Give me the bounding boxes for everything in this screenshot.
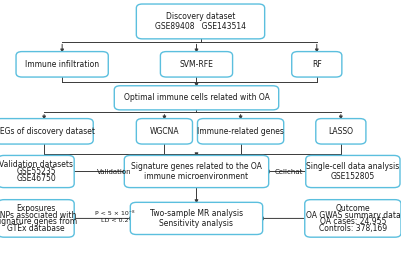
FancyBboxPatch shape [0, 155, 74, 188]
FancyBboxPatch shape [316, 118, 366, 144]
Text: GSE89408   GSE143514: GSE89408 GSE143514 [155, 22, 246, 31]
Text: GTEx database: GTEx database [7, 224, 65, 233]
FancyBboxPatch shape [124, 155, 269, 188]
Text: LASSO: LASSO [328, 127, 353, 136]
Text: GSE152805: GSE152805 [331, 172, 375, 181]
FancyBboxPatch shape [130, 202, 263, 234]
FancyBboxPatch shape [0, 118, 93, 144]
Text: Signature genes related to the OA: Signature genes related to the OA [131, 162, 262, 171]
Text: Controls: 378,169: Controls: 378,169 [319, 224, 387, 233]
Text: GSE55235: GSE55235 [16, 167, 56, 176]
Text: Two-sample MR analysis: Two-sample MR analysis [150, 209, 243, 218]
Text: Sensitivity analysis: Sensitivity analysis [160, 219, 233, 228]
FancyBboxPatch shape [0, 200, 74, 237]
FancyBboxPatch shape [136, 4, 265, 39]
FancyBboxPatch shape [197, 118, 284, 144]
FancyBboxPatch shape [114, 86, 279, 110]
Text: Validation: Validation [97, 169, 132, 174]
Text: RF: RF [312, 60, 322, 69]
FancyBboxPatch shape [305, 200, 401, 237]
Text: Exposures: Exposures [16, 204, 56, 213]
Text: WGCNA: WGCNA [150, 127, 179, 136]
Text: Outcome: Outcome [336, 204, 370, 213]
FancyBboxPatch shape [16, 51, 108, 77]
Text: signature genes from: signature genes from [0, 217, 77, 226]
Text: Validation datasets: Validation datasets [0, 160, 73, 169]
FancyBboxPatch shape [160, 51, 233, 77]
FancyBboxPatch shape [292, 51, 342, 77]
Text: OA GWAS summary data: OA GWAS summary data [306, 211, 400, 220]
Text: DEGs of discovery dataset: DEGs of discovery dataset [0, 127, 95, 136]
Text: immune microenvironment: immune microenvironment [144, 172, 249, 181]
Text: SVM-RFE: SVM-RFE [180, 60, 213, 69]
Text: P < 5 × 10⁻⁸
LD < 0.2: P < 5 × 10⁻⁸ LD < 0.2 [95, 211, 135, 223]
Text: Immune infiltration: Immune infiltration [25, 60, 99, 69]
Text: OA cases: 24,955: OA cases: 24,955 [320, 217, 386, 226]
Text: GSE46750: GSE46750 [16, 174, 56, 183]
Text: Single-cell data analysis: Single-cell data analysis [306, 162, 399, 171]
Text: Optimal immune cells related with OA: Optimal immune cells related with OA [124, 93, 269, 102]
FancyBboxPatch shape [136, 118, 192, 144]
Text: SNPs associated with: SNPs associated with [0, 211, 77, 220]
Text: Discovery dataset: Discovery dataset [166, 12, 235, 21]
Text: Cellchat: Cellchat [275, 169, 303, 174]
Text: Immune-related genes: Immune-related genes [197, 127, 284, 136]
FancyBboxPatch shape [306, 155, 400, 188]
